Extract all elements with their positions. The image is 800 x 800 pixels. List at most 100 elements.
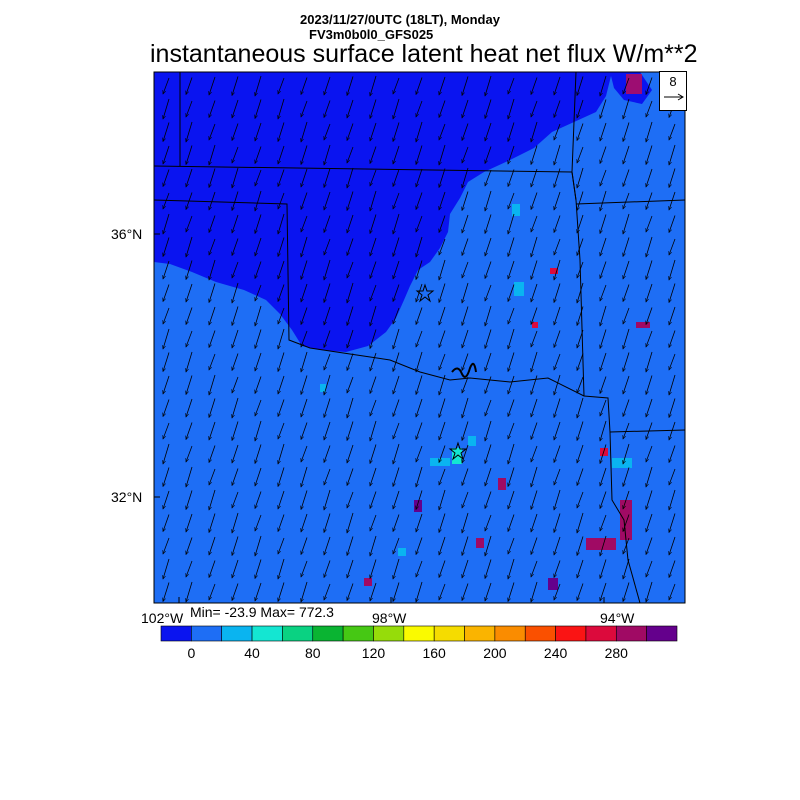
wind-arrow xyxy=(232,191,239,211)
wind-arrow xyxy=(623,328,630,349)
wind-arrow xyxy=(370,237,377,256)
lon-label-94w: 94°W xyxy=(600,610,635,626)
wind-arrow xyxy=(370,169,377,186)
wind-arrow xyxy=(209,421,216,440)
wind-arrow xyxy=(209,536,216,555)
wind-arrow xyxy=(508,490,515,509)
wind-arrow xyxy=(186,260,193,280)
wind-arrow xyxy=(554,583,561,600)
wind-arrow xyxy=(462,261,469,278)
wind-arrow xyxy=(531,77,538,95)
wind-arrow xyxy=(278,122,285,142)
wind-arrow xyxy=(301,581,308,602)
wind-arrow xyxy=(623,169,630,187)
wind-arrow xyxy=(439,100,446,118)
wind-arrow xyxy=(186,581,193,602)
wind-arrow xyxy=(439,330,446,348)
wind-arrow xyxy=(669,191,676,210)
wind-arrow xyxy=(577,282,584,303)
colorbar-swatch xyxy=(221,625,253,642)
wind-arrow xyxy=(439,238,446,255)
wind-arrow xyxy=(646,100,653,117)
wind-arrow xyxy=(646,260,653,280)
wind-arrow xyxy=(255,467,262,486)
wind-arrow xyxy=(554,123,561,140)
wind-arrow xyxy=(347,191,354,211)
wind-arrow xyxy=(186,351,193,372)
wind-arrow xyxy=(462,167,469,188)
wind-arrow xyxy=(209,123,216,140)
wind-arrow xyxy=(347,353,354,371)
wind-arrow xyxy=(163,77,170,94)
wind-arrow xyxy=(278,352,285,372)
wind-arrow xyxy=(577,536,584,556)
wind-arrow xyxy=(278,328,285,349)
wind-arrow xyxy=(324,374,331,395)
wind-arrow xyxy=(600,237,607,256)
wind-arrow xyxy=(347,397,354,418)
wind-arrow xyxy=(508,122,515,142)
wind-arrow xyxy=(324,583,331,600)
wind-arrow xyxy=(485,352,492,371)
wind-arrow xyxy=(485,305,492,326)
wind-arrow xyxy=(209,306,216,325)
wind-arrow xyxy=(186,100,193,117)
wind-arrow xyxy=(669,259,676,280)
wind-arrow xyxy=(600,305,607,326)
wind-arrow xyxy=(370,376,377,394)
wind-arrow xyxy=(623,514,630,532)
wind-arrow xyxy=(531,398,538,417)
wind-arrow xyxy=(554,468,561,485)
wind-arrow xyxy=(278,77,285,94)
wind-arrow xyxy=(623,98,630,119)
wind-arrow xyxy=(531,513,538,532)
wind-arrow xyxy=(669,398,676,418)
wind-arrow xyxy=(531,260,538,280)
colorbar-swatch xyxy=(251,625,283,642)
wind-arrow xyxy=(485,146,492,164)
wind-arrow xyxy=(623,422,630,439)
wind-arrow xyxy=(462,123,469,141)
wind-arrow xyxy=(646,537,653,555)
wind-arrow xyxy=(209,100,216,118)
wind-arrow xyxy=(669,168,676,188)
wind-arrow xyxy=(508,77,515,94)
wind-arrow xyxy=(623,443,630,464)
wind-arrow xyxy=(600,99,607,119)
wind-arrow xyxy=(531,490,538,510)
colorbar-swatch xyxy=(312,625,344,642)
wind-arrow xyxy=(439,560,446,578)
wind-arrow xyxy=(232,376,239,393)
wind-arrow xyxy=(347,376,354,393)
wind-arrow xyxy=(416,351,423,372)
wind-arrow xyxy=(255,352,262,371)
wind-arrow xyxy=(485,535,492,556)
wind-arrow xyxy=(508,328,515,349)
wind-arrow xyxy=(669,283,676,303)
wind-arrow xyxy=(301,330,308,347)
wind-arrow xyxy=(163,352,170,372)
wind-arrow xyxy=(186,215,193,232)
wind-arrow xyxy=(416,100,423,117)
wind-arrow xyxy=(577,123,584,141)
wind-arrow xyxy=(186,236,193,257)
wind-arrow xyxy=(370,559,377,579)
wind-arrow xyxy=(163,399,170,417)
wind-arrow xyxy=(393,192,400,209)
wind-arrow xyxy=(623,490,630,509)
wind-arrow xyxy=(577,512,584,533)
lat-label-36n: 36°N xyxy=(111,226,143,242)
low-flux-region xyxy=(154,72,612,352)
wind-arrow xyxy=(577,76,584,96)
wind-arrow xyxy=(255,284,262,301)
wind-arrow xyxy=(301,121,308,142)
wind-arrow xyxy=(439,468,446,485)
wind-arrow xyxy=(370,514,377,531)
wind-arrow xyxy=(232,76,239,96)
wind-arrow xyxy=(485,420,492,441)
wind-arrow xyxy=(485,169,492,186)
wind-arrow xyxy=(577,376,584,393)
wind-arrow xyxy=(531,307,538,325)
wind-arrow xyxy=(531,168,538,187)
wind-arrow xyxy=(278,582,285,602)
